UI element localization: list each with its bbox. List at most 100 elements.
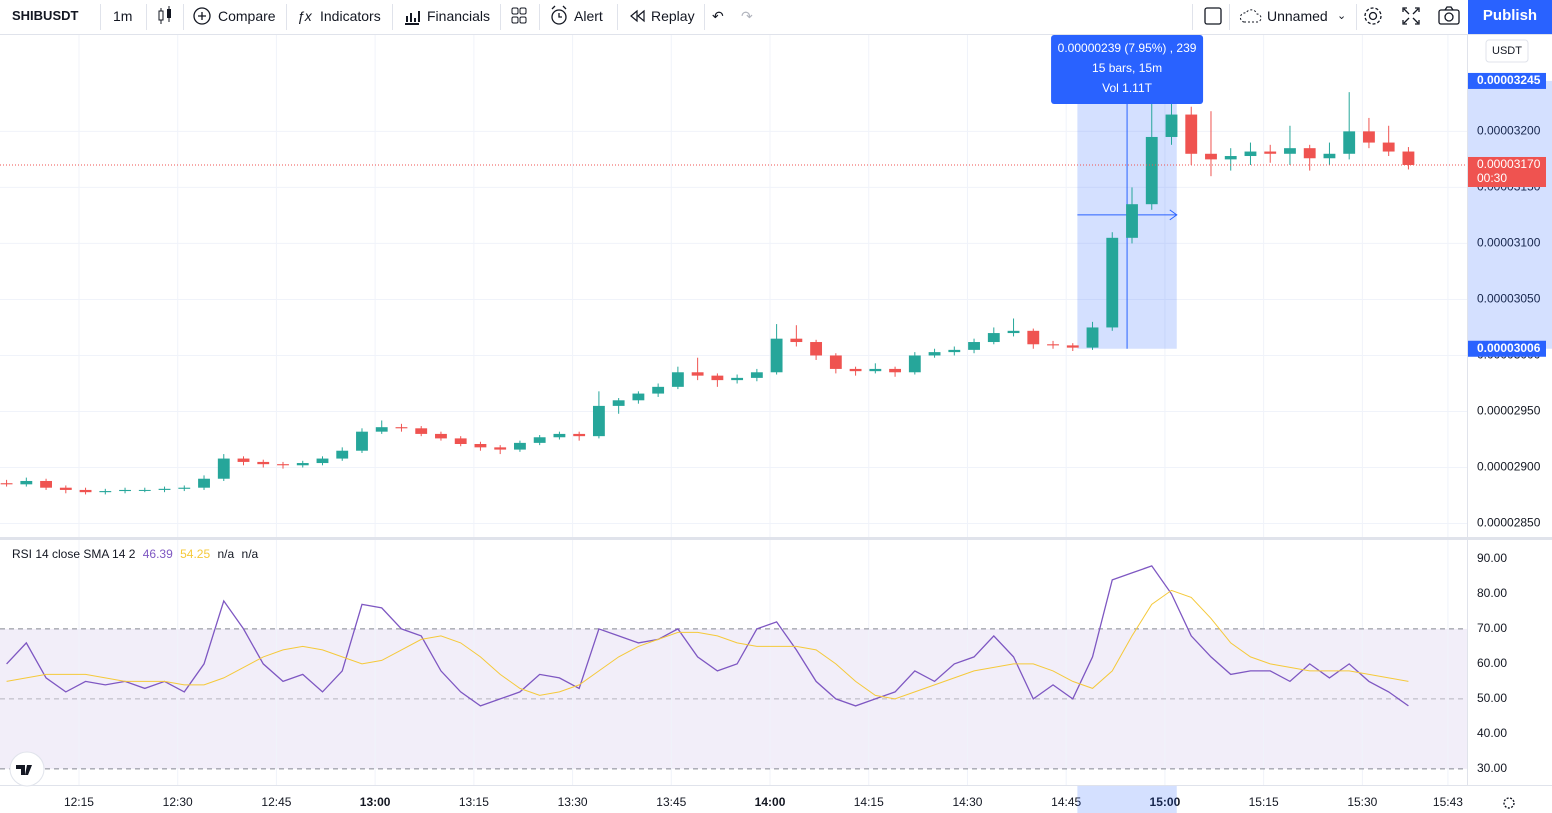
candle-body xyxy=(1244,151,1257,157)
y-tick-label: 80.00 xyxy=(1477,586,1507,600)
x-tick-label: 13:15 xyxy=(459,795,489,809)
alert-icon[interactable] xyxy=(549,0,569,34)
y-tick-label: 0.00002900 xyxy=(1477,460,1541,474)
x-tick-label: 14:30 xyxy=(952,795,982,809)
last-price-box xyxy=(1468,156,1546,187)
y-tick-label: 0.00003050 xyxy=(1477,292,1541,306)
financials-button[interactable]: Financials xyxy=(427,8,491,24)
candle-body xyxy=(810,342,823,356)
candle-body xyxy=(770,338,783,373)
templates-icon[interactable] xyxy=(510,0,528,34)
candle-body xyxy=(1224,156,1237,160)
candle-body xyxy=(494,447,507,450)
cloud-icon[interactable] xyxy=(1238,0,1262,34)
candle-body xyxy=(553,433,566,438)
compare-button[interactable]: Compare xyxy=(218,8,276,24)
x-tick-label: 14:15 xyxy=(854,795,884,809)
rsi-title: RSI 14 close SMA 14 2 xyxy=(12,547,136,561)
x-tick-label: 15:30 xyxy=(1347,795,1377,809)
x-tick-label: 13:00 xyxy=(360,795,391,809)
candle-body xyxy=(1205,153,1217,160)
candle-body xyxy=(1323,153,1336,159)
indicators-button[interactable]: Indicators xyxy=(320,8,381,24)
candle-body xyxy=(1165,114,1178,137)
candle-body xyxy=(20,480,33,485)
layout-name[interactable]: Unnamed xyxy=(1267,8,1328,24)
x-tick-label: 15:00 xyxy=(1150,795,1181,809)
alert-button[interactable]: Alert xyxy=(574,8,603,24)
symbol[interactable]: SHIBUSDT xyxy=(12,8,79,23)
snapshot-icon[interactable] xyxy=(1437,0,1461,34)
candle-body xyxy=(1086,327,1099,348)
candle-body xyxy=(1185,114,1198,154)
rsi-sma-value: 54.25 xyxy=(180,547,211,561)
candle-body xyxy=(1007,330,1020,334)
candle-body xyxy=(1047,344,1059,346)
select-icon[interactable] xyxy=(1203,0,1223,34)
x-tick-label: 14:45 xyxy=(1051,795,1081,809)
measure-price-box xyxy=(1468,340,1546,357)
undo[interactable]: ↶ xyxy=(712,8,724,24)
candle-body xyxy=(533,437,546,443)
redo[interactable]: ↷ xyxy=(741,8,753,24)
candle-body xyxy=(1027,330,1040,345)
measure-time-range xyxy=(1077,786,1177,813)
replay-icon[interactable] xyxy=(628,0,646,34)
time-axis-border xyxy=(0,785,1552,786)
candle-body xyxy=(1382,142,1395,152)
chart-type-icon[interactable] xyxy=(157,0,173,34)
candle-body xyxy=(0,483,13,485)
measure-tooltip-text: 0.00000239 (7.95%) , 239 xyxy=(1058,41,1197,55)
financials-icon[interactable] xyxy=(403,0,421,34)
candle-body xyxy=(119,489,131,492)
candle-body xyxy=(671,372,684,387)
measure-price-label: 0.00003245 xyxy=(1477,73,1541,87)
candle-body xyxy=(435,433,447,439)
candle-body xyxy=(1363,131,1375,143)
candle-body xyxy=(691,372,704,376)
rsi-na: n/a xyxy=(241,547,259,561)
candle-body xyxy=(158,488,171,490)
indicators-icon[interactable]: ƒx xyxy=(297,8,312,24)
measure-price-label: 0.00003006 xyxy=(1477,341,1541,355)
y-tick-label: 0.00002950 xyxy=(1477,404,1541,418)
x-tick-label: 13:45 xyxy=(656,795,686,809)
candle-body xyxy=(948,349,961,353)
candle-body xyxy=(987,333,1000,343)
candle-body xyxy=(1106,237,1119,328)
publish-button[interactable]: Publish xyxy=(1468,0,1552,34)
rsi-legend: RSI 14 close SMA 14 2 46.39 54.25 n/a n/… xyxy=(12,547,262,561)
candle-body xyxy=(454,438,467,444)
candle-body xyxy=(1264,151,1277,154)
x-tick-label: 13:30 xyxy=(558,795,588,809)
logo-mark xyxy=(16,765,32,775)
candle-body xyxy=(1145,136,1158,205)
candle-body xyxy=(316,458,329,464)
candle-body xyxy=(415,428,428,434)
candle-body xyxy=(1402,151,1415,165)
replay-button[interactable]: Replay xyxy=(651,8,695,24)
interval[interactable]: 1m xyxy=(113,8,133,24)
y-tick-label: 70.00 xyxy=(1477,621,1507,635)
fullscreen-icon[interactable] xyxy=(1401,0,1421,34)
candle-body xyxy=(889,368,901,373)
candle-body xyxy=(632,393,645,401)
y-tick-label: 30.00 xyxy=(1477,761,1507,775)
x-tick-label: 15:43 xyxy=(1433,795,1463,809)
candle-body xyxy=(474,443,487,448)
candle-body xyxy=(40,480,52,488)
measure-arrow-head xyxy=(1169,209,1178,221)
candle-body xyxy=(750,372,763,378)
layout-caret[interactable]: ⌄ xyxy=(1337,10,1347,22)
rsi-value: 46.39 xyxy=(142,547,173,561)
candle-body xyxy=(711,375,724,381)
last-price-label: 0.00003170 xyxy=(1477,157,1541,171)
candle-body xyxy=(138,489,151,491)
measure-tooltip xyxy=(1051,35,1204,104)
settings-icon[interactable] xyxy=(1362,0,1384,34)
candle-body xyxy=(257,461,270,465)
compare-icon[interactable] xyxy=(192,0,212,34)
candle-body xyxy=(1303,148,1316,159)
